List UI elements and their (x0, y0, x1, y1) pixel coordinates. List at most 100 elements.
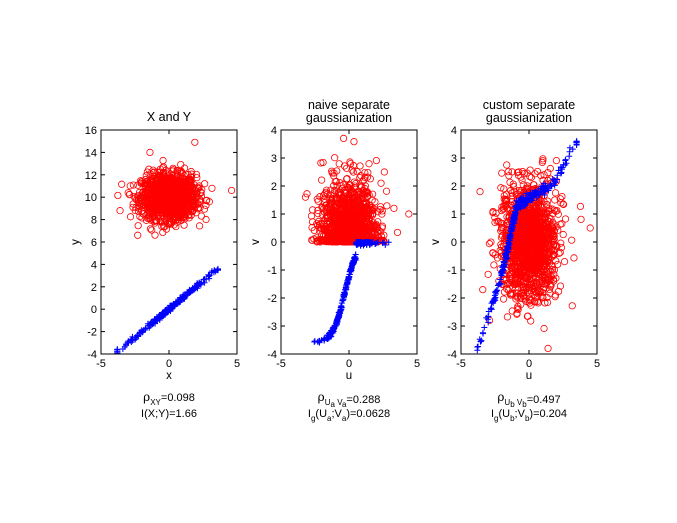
data-point (548, 266, 557, 274)
data-point (526, 244, 534, 252)
data-layer (114, 138, 236, 354)
data-point (156, 317, 163, 324)
data-point (555, 249, 563, 258)
data-point (188, 170, 196, 178)
y-tick-label: 1 (271, 209, 277, 221)
data-point (138, 207, 146, 215)
data-point (568, 302, 576, 310)
data-point (520, 261, 528, 270)
data-point (179, 208, 187, 217)
data-point (561, 215, 570, 223)
data-point (350, 190, 359, 198)
data-point (192, 209, 200, 217)
data-point (332, 207, 341, 215)
data-point (559, 230, 567, 239)
data-point (336, 199, 344, 208)
data-point (193, 193, 201, 201)
data-point (514, 268, 522, 276)
data-point (382, 241, 389, 248)
data-point (497, 184, 505, 192)
data-point (184, 187, 192, 195)
data-point (353, 168, 361, 176)
data-point (519, 249, 527, 257)
data-point (359, 177, 367, 185)
data-point (170, 221, 178, 229)
data-point (369, 222, 377, 230)
data-point (346, 185, 354, 193)
data-point (500, 195, 508, 203)
data-point (393, 228, 402, 237)
data-point (479, 286, 487, 294)
data-point (522, 210, 530, 218)
data-point (557, 239, 565, 247)
data-point (159, 156, 167, 165)
data-point (552, 257, 560, 265)
data-point (141, 180, 149, 188)
data-point (339, 297, 346, 304)
data-point (331, 154, 339, 162)
data-point (385, 239, 392, 246)
data-point (343, 174, 351, 183)
data-point (509, 180, 517, 188)
data-point (119, 345, 126, 352)
data-point (537, 208, 545, 216)
data-point (357, 208, 365, 216)
data-point (324, 190, 332, 198)
series-circle (476, 155, 594, 352)
data-point (153, 216, 161, 225)
data-point (369, 239, 376, 246)
data-point (532, 203, 541, 211)
data-point (351, 254, 358, 261)
data-point (576, 202, 585, 210)
data-point (539, 256, 547, 264)
data-point (150, 172, 158, 180)
data-point (344, 196, 352, 204)
data-point (342, 205, 350, 213)
data-point (150, 207, 158, 215)
data-point (142, 172, 150, 180)
data-point (497, 225, 506, 233)
data-point (348, 166, 356, 174)
data-point (141, 182, 149, 190)
data-point (563, 160, 570, 167)
data-point (505, 172, 513, 180)
data-point (531, 240, 539, 249)
data-point (171, 176, 180, 184)
data-point (317, 159, 325, 167)
y-axis-label: y (70, 239, 82, 245)
data-point (227, 186, 236, 195)
data-point (210, 269, 217, 276)
data-point (354, 212, 362, 220)
data-point (316, 227, 324, 235)
data-point (554, 226, 562, 234)
data-point (539, 288, 547, 297)
data-point (540, 171, 548, 179)
data-point (513, 254, 521, 262)
data-point (508, 192, 516, 200)
data-point (197, 280, 204, 287)
data-point (139, 187, 148, 196)
data-point (314, 197, 322, 205)
data-point (535, 278, 544, 286)
data-point (498, 203, 506, 211)
data-point (360, 190, 368, 199)
data-point (134, 222, 142, 230)
data-point (523, 312, 532, 320)
x-axis-label: u (346, 370, 352, 382)
data-point (326, 229, 334, 237)
data-point (540, 324, 548, 333)
data-point (195, 222, 204, 230)
data-point (380, 231, 388, 239)
data-point (544, 197, 552, 205)
mutual-information-annotation: I(X;Y)=1.66 (141, 408, 197, 420)
data-point (337, 213, 345, 222)
data-point (129, 337, 136, 344)
data-point (487, 238, 495, 246)
data-point (177, 161, 185, 169)
data-point (146, 148, 154, 156)
data-point (361, 169, 369, 177)
data-point (346, 217, 354, 225)
data-point (135, 188, 144, 196)
data-point (522, 227, 531, 235)
data-point (511, 246, 519, 255)
